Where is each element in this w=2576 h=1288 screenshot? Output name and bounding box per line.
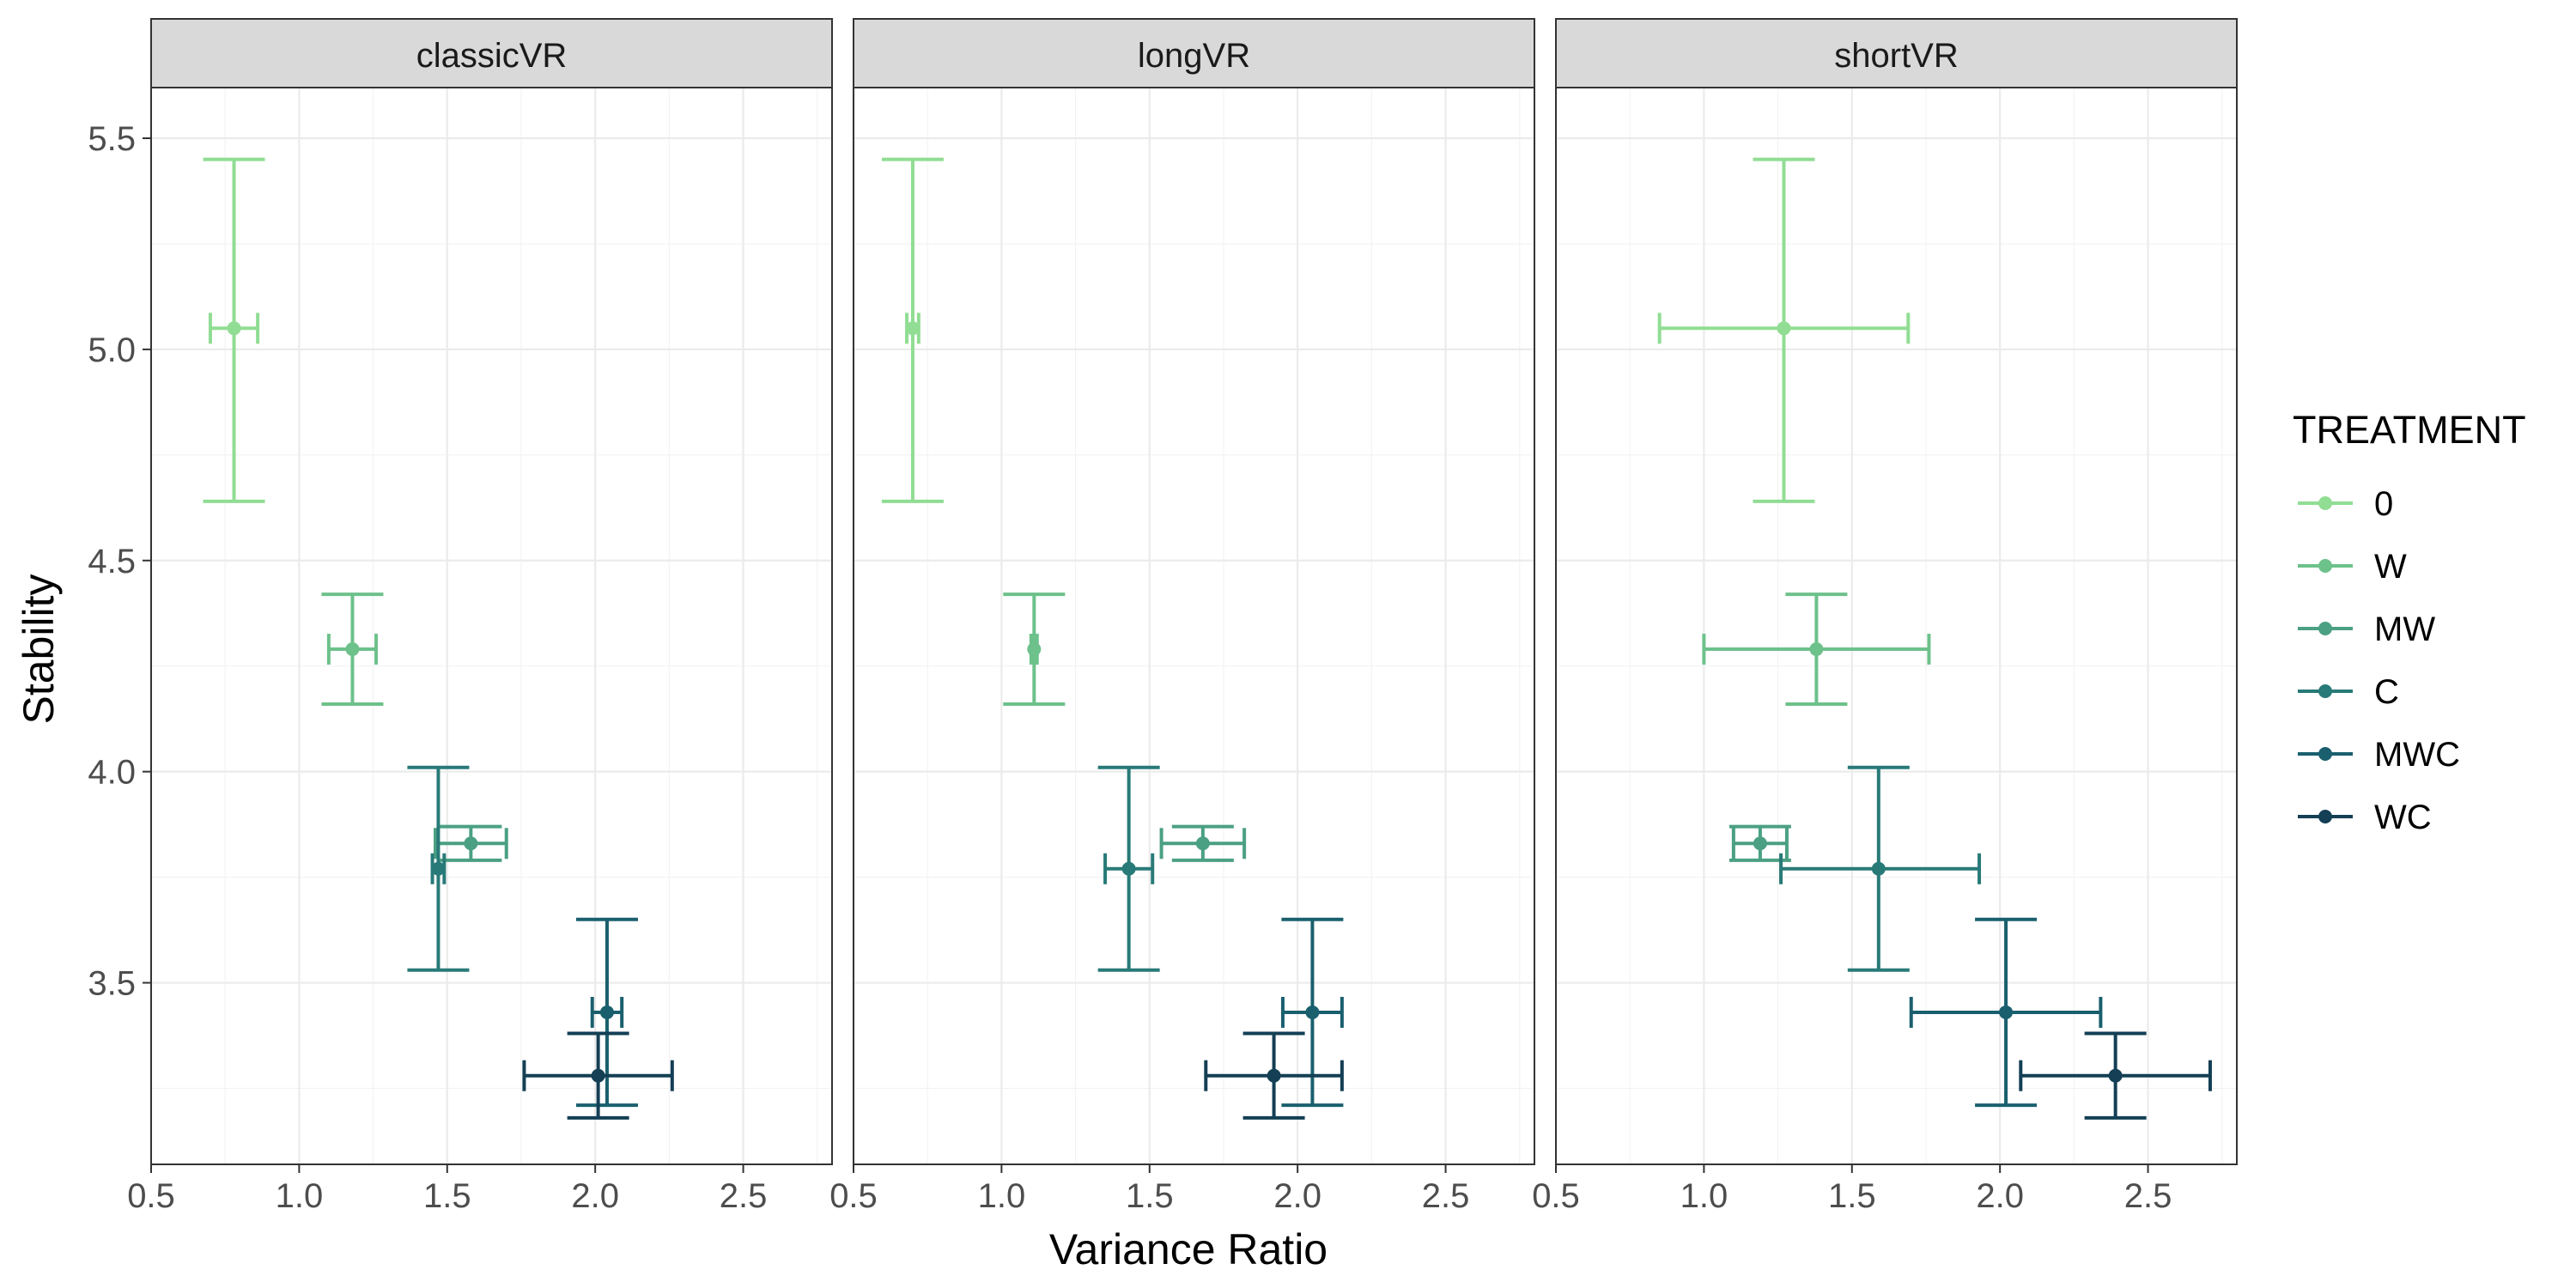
series-MWC xyxy=(1280,917,1344,1108)
strip-background xyxy=(1555,18,2238,88)
legend-key-point xyxy=(2318,496,2332,510)
series-WC xyxy=(2019,1031,2212,1120)
x-tick-label: 0.5 xyxy=(127,1177,175,1215)
series-MW xyxy=(433,824,508,862)
x-tick-label: 1.0 xyxy=(978,1177,1026,1215)
y-tick-label: 4.0 xyxy=(88,754,136,792)
x-tick-label: 2.5 xyxy=(2124,1177,2172,1215)
x-axis-title: Variance Ratio xyxy=(1049,1225,1327,1273)
panels: classicVR 0.5 1.0 1.5 2.0 2.5 3.5 4.0 4.5 5.0 5.5 l… xyxy=(88,18,2238,1215)
x-tick-label: 2.0 xyxy=(1976,1177,2024,1215)
data-point xyxy=(1999,1005,2014,1019)
legend-label: MWC xyxy=(2374,736,2460,774)
x-tick-label: 1.5 xyxy=(423,1177,471,1215)
panel-longVR: longVR 0.5 1.0 1.5 2.0 2.5 xyxy=(829,18,1535,1215)
series-MW xyxy=(1159,824,1247,862)
legend-entry-MW: MW xyxy=(2298,611,2435,648)
x-tick-label: 0.5 xyxy=(1532,1177,1580,1215)
panel-title: classicVR xyxy=(416,37,568,75)
series-WC xyxy=(522,1031,674,1120)
y-tick-label: 4.5 xyxy=(88,543,136,580)
data-point xyxy=(1809,642,1824,657)
legend-entry-0: 0 xyxy=(2298,485,2393,523)
panel-border xyxy=(150,87,833,1165)
legend-label: W xyxy=(2374,548,2407,586)
series-W xyxy=(1702,592,1931,706)
panel-border xyxy=(853,87,1535,1165)
series-C xyxy=(1097,765,1160,972)
strip-background xyxy=(853,18,1535,88)
legend-key-point xyxy=(2318,810,2332,823)
data-point xyxy=(591,1068,605,1083)
legend-label: WC xyxy=(2374,799,2432,836)
y-tick-label: 3.5 xyxy=(88,965,136,1003)
series-WC xyxy=(1204,1031,1344,1120)
legend-key-point xyxy=(2318,747,2332,761)
legend-title: TREATMENT xyxy=(2293,408,2526,452)
data-point xyxy=(345,642,360,657)
legend-key-point xyxy=(2318,622,2332,635)
x-tick-label: 1.0 xyxy=(1680,1177,1728,1215)
data-point xyxy=(1267,1068,1281,1083)
x-tick-label: 2.0 xyxy=(1273,1177,1321,1215)
panel-title: longVR xyxy=(1138,37,1250,75)
data-point xyxy=(227,321,241,336)
data-point xyxy=(1871,861,1886,876)
legend-entry-C: C xyxy=(2298,673,2399,711)
series-MW xyxy=(1728,824,1791,862)
panel-title: shortVR xyxy=(1834,37,1959,75)
data-point xyxy=(905,321,920,336)
data-point xyxy=(1027,642,1042,657)
series-MWC xyxy=(1909,917,2103,1108)
x-tick-label: 0.5 xyxy=(829,1177,878,1215)
series-W xyxy=(1003,592,1066,706)
x-tick-label: 2.5 xyxy=(1422,1177,1470,1215)
x-tick-label: 2.5 xyxy=(720,1177,768,1215)
x-tick-label: 1.5 xyxy=(1126,1177,1174,1215)
series-W xyxy=(321,592,384,706)
data-point xyxy=(599,1005,614,1019)
series-C xyxy=(407,765,470,972)
y-tick-label: 5.0 xyxy=(88,331,136,369)
legend-entry-WC: WC xyxy=(2298,799,2432,836)
data-point xyxy=(1195,836,1210,851)
legend-label: MW xyxy=(2374,611,2435,648)
data-point xyxy=(1305,1005,1320,1019)
data-point xyxy=(2108,1068,2123,1083)
series-C xyxy=(1779,765,1982,972)
series-0 xyxy=(1657,157,1911,503)
series-0 xyxy=(881,157,944,503)
y-axis-title: Stability xyxy=(15,574,63,724)
data-point xyxy=(431,861,446,876)
x-tick-label: 1.0 xyxy=(276,1177,324,1215)
panel-border xyxy=(1555,87,2238,1165)
x-tick-label: 1.5 xyxy=(1828,1177,1876,1215)
panel-shortVR: shortVR 0.5 1.0 1.5 2.0 2.5 xyxy=(1532,18,2238,1215)
data-point xyxy=(1753,836,1767,851)
data-point xyxy=(1777,321,1791,336)
y-tick-label: 5.5 xyxy=(88,120,136,158)
data-point xyxy=(464,836,478,851)
x-tick-label: 2.0 xyxy=(571,1177,619,1215)
series-0 xyxy=(203,157,265,503)
legend-entry-MWC: MWC xyxy=(2298,736,2460,774)
data-point xyxy=(1121,861,1136,876)
legend-key-point xyxy=(2318,684,2332,698)
legend-label: C xyxy=(2374,673,2399,711)
legend-label: 0 xyxy=(2374,485,2393,523)
legend-key-point xyxy=(2318,559,2332,573)
panel-classicVR: classicVR 0.5 1.0 1.5 2.0 2.5 3.5 4.0 4.5 5.0 5.5 xyxy=(88,18,833,1215)
strip-background xyxy=(150,18,833,88)
legend-entry-W: W xyxy=(2298,548,2407,586)
